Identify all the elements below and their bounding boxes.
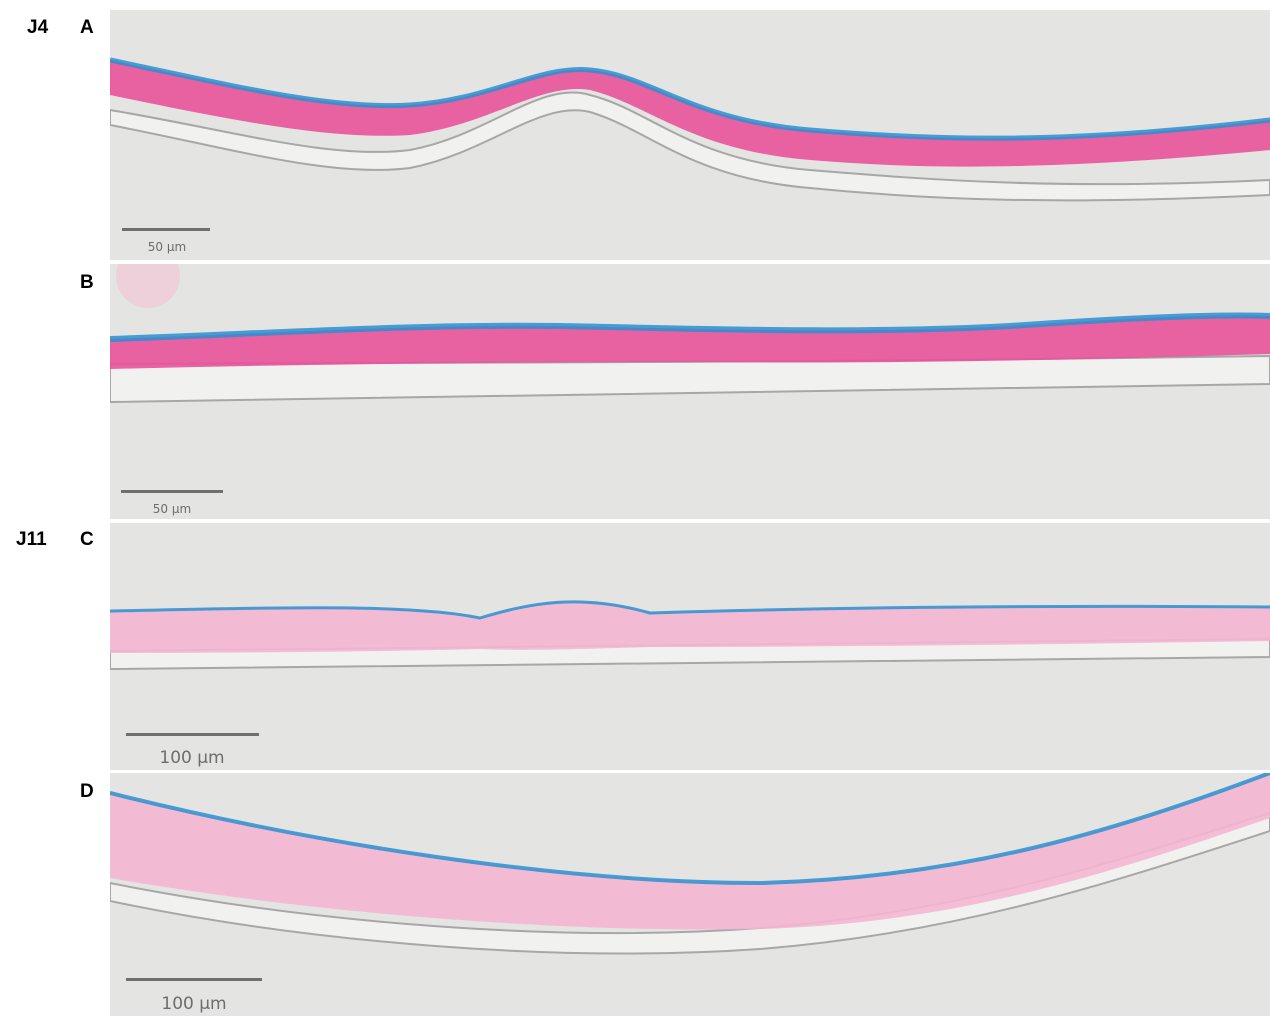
row-label-j4: J4 — [27, 17, 49, 38]
scale-bar-a — [122, 228, 210, 231]
scale-label-b: 50 µm — [152, 502, 192, 516]
tissue-section-b — [110, 264, 1270, 404]
tissue-section-c — [110, 600, 1270, 671]
tissue-section-d — [110, 773, 1270, 955]
micrograph-panel-c: 100 µm — [110, 523, 1270, 770]
panel-label-a: A — [80, 17, 94, 38]
micrograph-panel-b: 50 µm — [110, 264, 1270, 519]
scale-label-c: 100 µm — [159, 748, 225, 768]
panel-label-b: B — [80, 272, 94, 293]
panel-label-c: C — [80, 529, 94, 550]
tissue-section-a — [110, 57, 1270, 202]
panel-label-d: D — [80, 781, 94, 802]
micrograph-panel-a: 50 µm — [110, 10, 1270, 260]
scale-label-d: 100 µm — [161, 994, 227, 1014]
scale-bar-c — [126, 733, 259, 736]
scale-bar-b — [121, 490, 223, 493]
row-label-j11: J11 — [16, 529, 47, 550]
scale-bar-d — [126, 978, 262, 981]
micrograph-panel-d: 100 µm — [110, 773, 1270, 1016]
scale-label-a: 50 µm — [147, 240, 187, 254]
